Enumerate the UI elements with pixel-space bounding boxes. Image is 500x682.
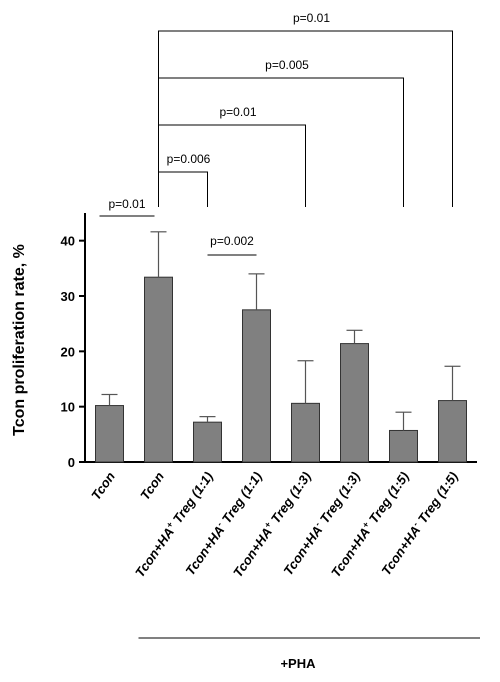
category-label-text: Tcon+HA	[378, 523, 423, 578]
category-label-superscript: -	[312, 520, 322, 528]
significance-bracket	[158, 124, 306, 207]
category-label-text: Tcon	[137, 469, 167, 503]
significance-brackets: p=0.01 p=0.002 p=0.006 p=0.01 p=0.005 p=0.01	[99, 11, 453, 256]
category-label-text: Treg (1:5)	[413, 469, 461, 529]
category-label-text: Tcon+HA	[280, 523, 325, 578]
error-bars	[101, 231, 461, 431]
category-label-text: Tcon+HA	[132, 525, 177, 580]
category-label-text: Treg (1:3)	[315, 469, 363, 529]
category-label-text: Tcon	[88, 469, 118, 503]
category-label-text: Treg (1:5)	[364, 469, 412, 529]
p-value-label: p=0.005	[265, 58, 309, 72]
p-value-label: p=0.002	[210, 234, 254, 248]
y-tick-label: 0	[68, 455, 75, 470]
bars	[95, 276, 467, 463]
significance-bracket	[158, 171, 208, 207]
bar	[340, 343, 369, 463]
bar	[144, 276, 173, 463]
category-label-text: Treg (1:3)	[266, 469, 314, 529]
p-value-label: p=0.01	[293, 11, 330, 25]
bar	[242, 309, 271, 463]
significance-bracket	[158, 30, 453, 207]
bar	[389, 429, 418, 463]
y-tick-label: 10	[61, 400, 75, 415]
category-label-superscript: -	[410, 520, 420, 528]
y-axis-label: Tcon proliferation rate, %	[11, 244, 28, 436]
category-label-text: Tcon+HA	[230, 525, 275, 580]
p-value-label: p=0.01	[108, 197, 145, 211]
pha-bracket: +PHA	[138, 637, 480, 671]
category-label-superscript: +	[164, 519, 176, 530]
category-label-text: Treg (1:1)	[217, 469, 265, 529]
bar	[438, 400, 467, 463]
bar	[291, 402, 320, 463]
y-tick-label: 30	[61, 289, 75, 304]
category-label-text: Tcon+HA	[328, 525, 373, 580]
p-value-label: p=0.01	[219, 105, 256, 119]
bar	[193, 421, 222, 463]
category-label-superscript: -	[214, 520, 224, 528]
category-label: Tcon	[88, 469, 118, 503]
significance-bracket	[158, 77, 404, 207]
y-tick-label: 40	[61, 234, 75, 249]
bar	[95, 405, 124, 463]
p-value-label: p=0.006	[167, 152, 211, 166]
category-label: Tcon	[137, 469, 167, 503]
category-label-superscript: +	[360, 519, 372, 530]
category-label-superscript: +	[262, 519, 274, 530]
pha-label: +PHA	[280, 656, 316, 671]
category-label-text: Treg (1:1)	[168, 469, 216, 529]
y-tick-label: 20	[61, 344, 75, 359]
category-label-text: Tcon+HA	[182, 523, 227, 578]
